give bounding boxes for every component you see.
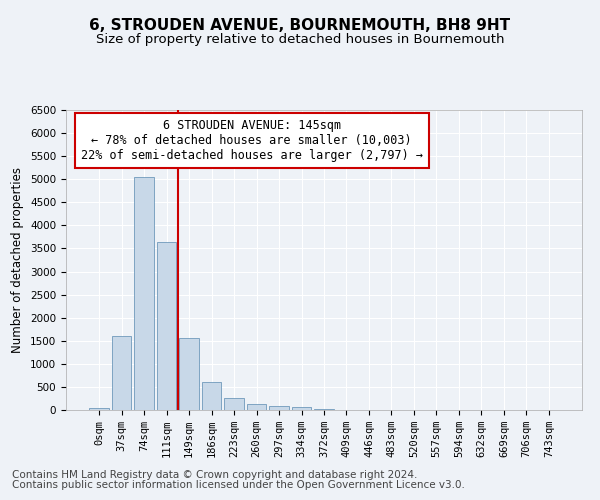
Bar	[247, 404, 266, 410]
Text: 6 STROUDEN AVENUE: 145sqm
← 78% of detached houses are smaller (10,003)
22% of s: 6 STROUDEN AVENUE: 145sqm ← 78% of detac…	[81, 119, 423, 162]
Y-axis label: Number of detached properties: Number of detached properties	[11, 167, 25, 353]
Bar	[157, 242, 176, 410]
Bar	[202, 382, 221, 410]
Bar	[224, 398, 244, 410]
Bar	[292, 408, 311, 410]
Bar	[89, 408, 109, 410]
Bar	[179, 338, 199, 410]
Bar	[134, 177, 154, 410]
Bar	[314, 409, 334, 410]
Bar	[269, 406, 289, 410]
Text: Size of property relative to detached houses in Bournemouth: Size of property relative to detached ho…	[96, 32, 504, 46]
Text: Contains HM Land Registry data © Crown copyright and database right 2024.: Contains HM Land Registry data © Crown c…	[12, 470, 418, 480]
Text: Contains public sector information licensed under the Open Government Licence v3: Contains public sector information licen…	[12, 480, 465, 490]
Text: 6, STROUDEN AVENUE, BOURNEMOUTH, BH8 9HT: 6, STROUDEN AVENUE, BOURNEMOUTH, BH8 9HT	[89, 18, 511, 32]
Bar	[112, 336, 131, 410]
